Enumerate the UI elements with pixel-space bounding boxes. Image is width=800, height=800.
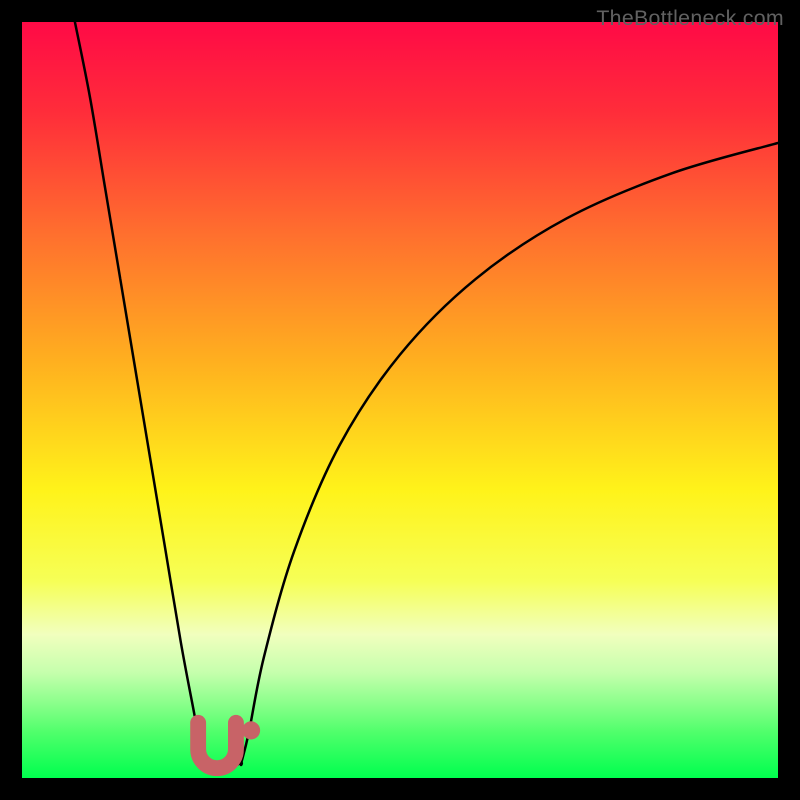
gradient-background	[22, 22, 778, 778]
bottleneck-chart	[0, 0, 800, 800]
side-dot-marker	[242, 721, 260, 739]
chart-frame: TheBottleneck.com	[0, 0, 800, 800]
